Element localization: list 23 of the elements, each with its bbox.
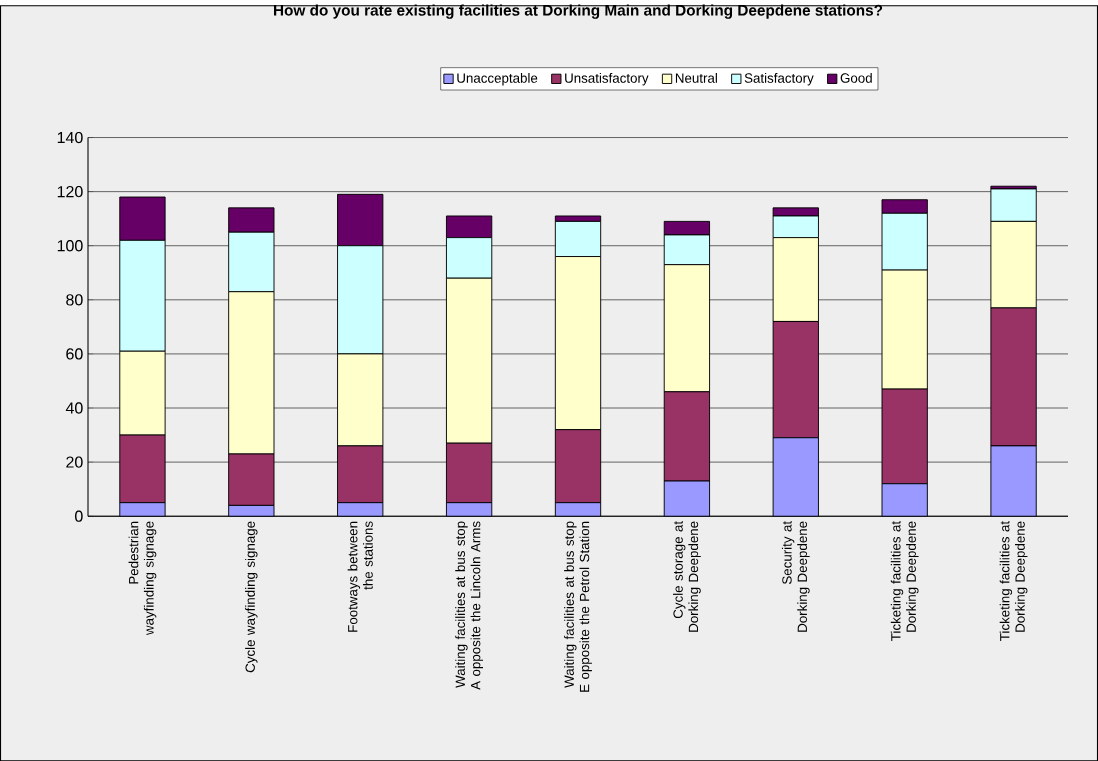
y-tick-label: 0: [75, 510, 83, 522]
y-tick-label: 120: [57, 185, 83, 198]
x-tick-label: Security at Dorking Deepdene: [781, 520, 810, 632]
legend-label: Good: [840, 72, 872, 83]
x-tick-label: Cycle wayfinding signage: [245, 521, 258, 673]
x-tick-label: Waiting facilities at bus stop E opposite the Petrol Station: [564, 521, 592, 692]
chart-title: How do you rate existing facilities at Dorking Main and Dorking Deepdene stations?: [274, 4, 883, 19]
x-tick-label: Cycle storage at Dorking Deepdene: [673, 520, 701, 632]
x-tick-label: Ticketing facilities at Dorking Deepdene: [999, 520, 1028, 641]
x-tick-label: Footways between the stations: [347, 521, 373, 632]
legend-label: Neutral: [675, 72, 717, 83]
y-tick-label: 80: [66, 294, 83, 306]
legend-label: Unsatisfactory: [565, 72, 649, 86]
legend-label: Unacceptable: [457, 72, 538, 86]
y-tick-label: 100: [57, 239, 83, 252]
x-tick-label: Waiting facilities at bus stop A opposite the Lincoln Arms: [455, 521, 483, 690]
y-tick-label: 60: [66, 348, 83, 360]
x-tick-label: Pedestrian wayfinding signage: [128, 521, 157, 635]
y-tick-label: 20: [66, 456, 83, 468]
y-tick-label: 40: [65, 402, 83, 414]
y-tick-label: 140: [57, 131, 83, 144]
legend-label: Satisfactory: [744, 72, 814, 86]
x-tick-label: Ticketing facilities at Dorking Deepdene: [890, 520, 919, 641]
